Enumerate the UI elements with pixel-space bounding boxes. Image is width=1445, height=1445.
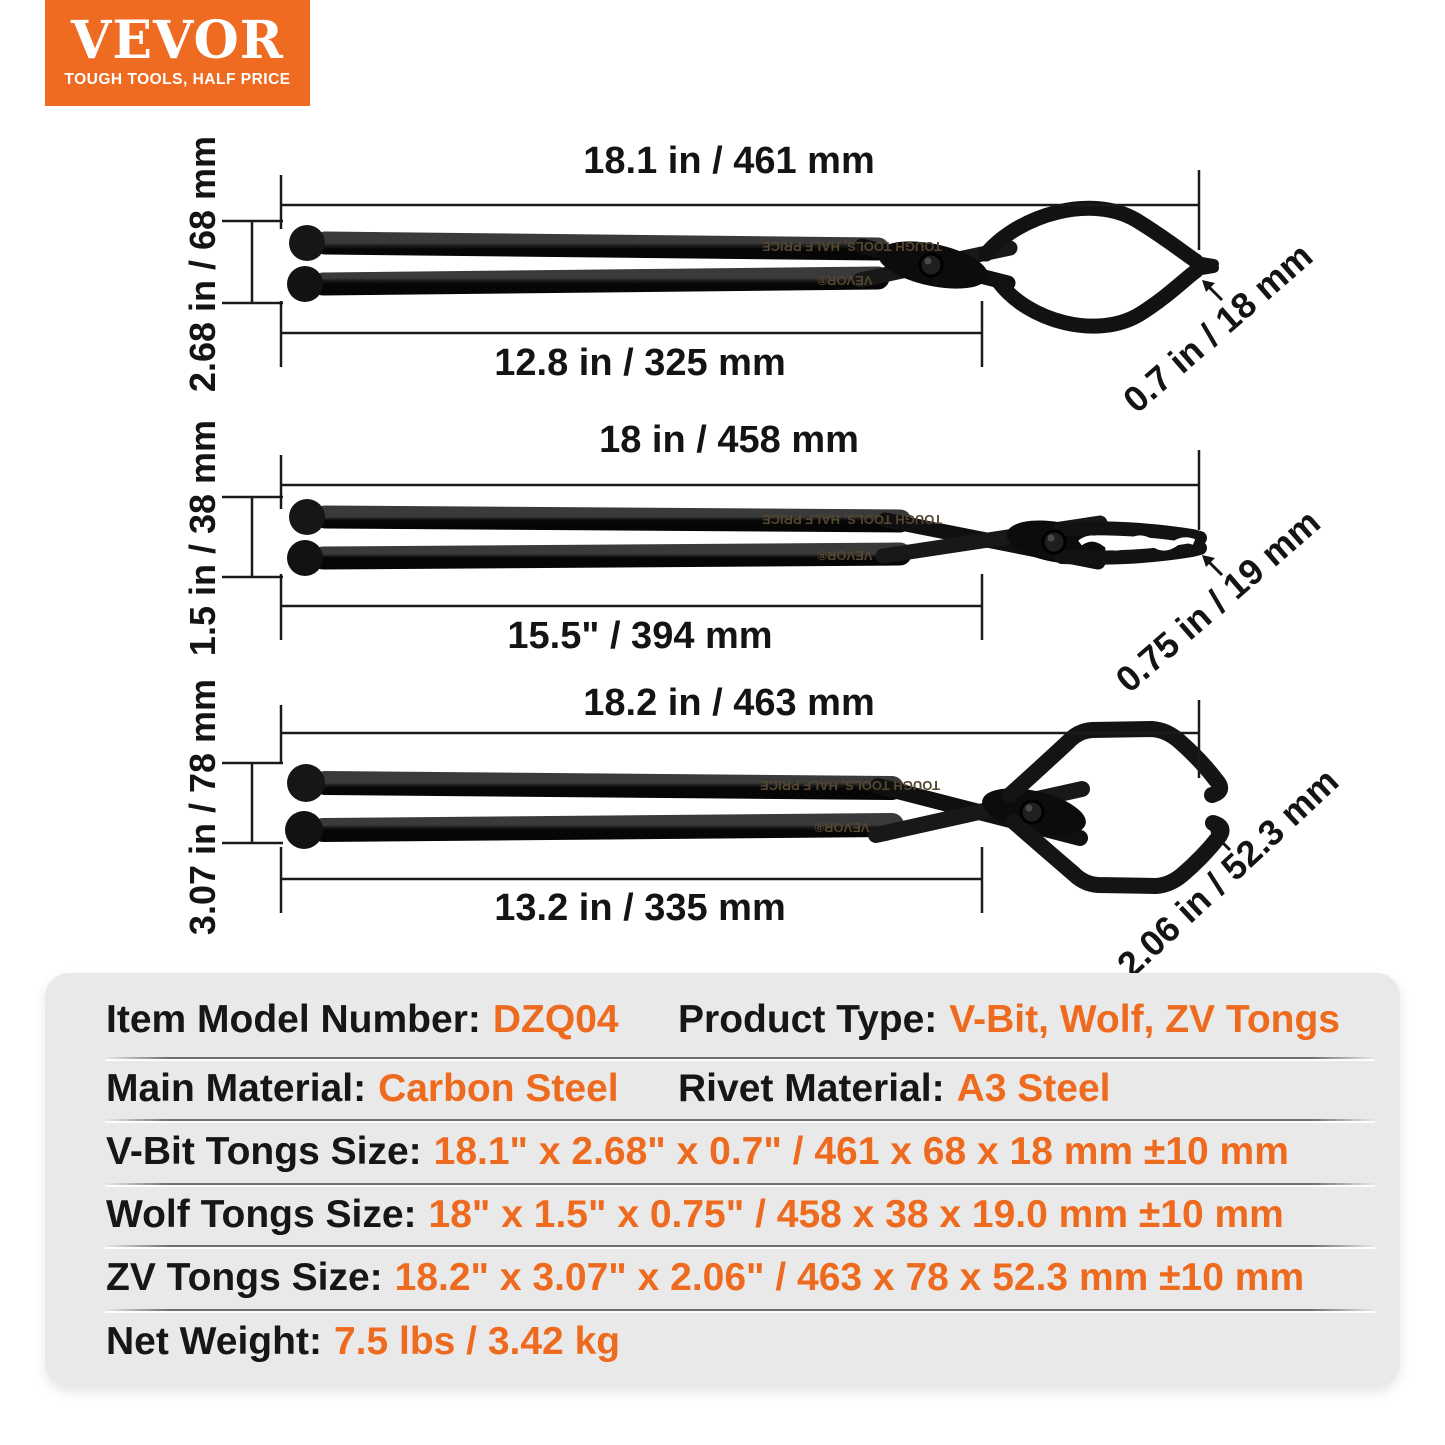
handle-engraving: TOUGH TOOLS, HALF PRICE — [760, 778, 940, 793]
upper-jaw — [1053, 521, 1207, 545]
handle-ball-end — [287, 266, 323, 302]
spec-panel — [45, 973, 1400, 1387]
zv-width-label: 3.07 in / 78 mm — [182, 678, 223, 936]
spec-label: V-Bit Tongs Size: — [106, 1130, 422, 1173]
spec-label: Wolf Tongs Size: — [106, 1193, 417, 1236]
jaw-gap-arrowhead-icon — [1202, 555, 1215, 567]
handle-ball-end — [287, 540, 323, 576]
spec-value: 18.2" x 3.07" x 2.06" / 463 x 78 x 52.3 … — [394, 1256, 1305, 1299]
zv-handle-length-label: 13.2 in / 335 mm — [494, 887, 786, 929]
wolf-overall-length-label: 18 in / 458 mm — [599, 419, 859, 461]
spec-row-net-weight: Net Weight: 7.5 lbs / 3.42 kg — [106, 1320, 1400, 1364]
handle-engraving: VEVOR® — [817, 548, 873, 563]
row-separator — [105, 1183, 1375, 1185]
handle-shaft — [311, 813, 904, 842]
jaw-gap-arrowhead-icon — [1210, 830, 1223, 842]
v-bit-tongs-diagram: TOUGH TOOLS, HALF PRICE VEVOR® — [222, 170, 1224, 367]
spec-label: Rivet Material: — [678, 1067, 945, 1110]
handle-ball-end — [285, 811, 323, 849]
wolf-handle-length-label: 15.5" / 394 mm — [507, 615, 773, 657]
brand-wordmark: VEVOR — [71, 10, 284, 71]
upper-jaw-loop — [978, 200, 1204, 269]
spec-label: Product Type: — [678, 998, 938, 1041]
handle-engraving: TOUGH TOOLS, HALF PRICE — [762, 512, 942, 527]
handle-engraving: VEVOR® — [814, 820, 870, 835]
wolf-tongs-photo: TOUGH TOOLS, HALF PRICE VEVOR® — [287, 499, 1207, 576]
spec-row-zv-size: ZV Tongs Size: 18.2" x 3.07" x 2.06" / 46… — [106, 1256, 1400, 1300]
row-separator — [105, 1245, 1375, 1247]
rivet-highlight — [1025, 804, 1033, 812]
brand-tagline: TOUGH TOOLS, HALF PRICE — [64, 71, 291, 88]
handle-shaft — [311, 266, 890, 296]
dimension-lines — [222, 170, 1201, 367]
spec-value: A3 Steel — [956, 1067, 1111, 1110]
row-separator — [105, 1057, 1375, 1059]
handle-shaft — [313, 231, 890, 261]
rivet-highlight — [924, 257, 932, 265]
handle-ball-end — [289, 499, 325, 535]
jaw-tip — [1191, 263, 1219, 276]
spec-value: DZQ04 — [492, 998, 619, 1041]
handle-ball-end — [287, 764, 325, 802]
spec-value: 18.1" x 2.68" x 0.7" / 461 x 68 x 18 mm … — [433, 1130, 1289, 1173]
rivet-highlight — [1047, 534, 1055, 542]
handle-shaft — [311, 542, 912, 570]
row-separator — [105, 1119, 1375, 1121]
spec-row-wolf-size: Wolf Tongs Size: 18" x 1.5" x 0.75" / 458… — [106, 1193, 1400, 1237]
v-bit-tongs-photo: TOUGH TOOLS, HALF PRICE VEVOR® — [287, 200, 1219, 334]
spec-label: ZV Tongs Size: — [106, 1256, 383, 1299]
dimension-lines — [222, 450, 1201, 640]
handle-engraving: TOUGH TOOLS, HALF PRICE — [762, 239, 942, 254]
lower-jaw-loop — [990, 263, 1204, 334]
lower-jaw — [1055, 541, 1207, 565]
spec-row-vbit-size: V-Bit Tongs Size: 18.1" x 2.68" x 0.7" / … — [106, 1130, 1400, 1174]
spec-label: Net Weight: — [106, 1320, 322, 1363]
rivet — [918, 252, 944, 278]
v-bit-handle-length-label: 12.8 in / 325 mm — [494, 342, 786, 384]
zv-tongs-diagram: TOUGH TOOLS, HALF PRICE VEVOR® — [222, 700, 1232, 913]
vevor-logo: VEVOR TOUGH TOOLS, HALF PRICE — [45, 0, 310, 106]
serrated-jaw-gap — [1078, 535, 1196, 551]
jaw-gap-arrowhead-icon — [1202, 280, 1215, 292]
dimension-lines — [222, 700, 1201, 913]
handle-engraving: VEVOR® — [817, 273, 873, 288]
handle-shaft — [313, 505, 912, 533]
spec-value: 7.5 lbs / 3.42 kg — [333, 1320, 621, 1363]
handle-ball-end — [289, 225, 325, 261]
spec-label: Item Model Number: — [106, 998, 481, 1041]
upper-jaw-loop — [1002, 720, 1229, 803]
jaw-gap-arrow-icon — [1214, 834, 1232, 852]
handle-shaft — [313, 771, 904, 800]
spec-row-model-and-type: Item Model Number: DZQ04 Product Type: V-B… — [106, 998, 1400, 1042]
spec-value: V-Bit, Wolf, ZV Tongs — [949, 998, 1340, 1041]
zv-tongs-photo: TOUGH TOOLS, HALF PRICE VEVOR® — [285, 720, 1230, 895]
spec-label: Main Material: — [106, 1067, 367, 1110]
spec-row-materials: Main Material: Carbon Steel Rivet Materia… — [106, 1067, 1400, 1111]
v-bit-overall-length-label: 18.1 in / 461 mm — [583, 140, 875, 182]
spec-value: 18" x 1.5" x 0.75" / 458 x 38 x 19.0 mm … — [428, 1193, 1284, 1236]
zv-overall-length-label: 18.2 in / 463 mm — [583, 682, 875, 724]
spec-value: Carbon Steel — [378, 1067, 619, 1110]
rivet — [1019, 799, 1045, 825]
jaw-gap-arrow-icon — [1206, 559, 1224, 577]
row-separator — [105, 1309, 1375, 1311]
jaw-gap-arrow-icon — [1206, 284, 1224, 302]
rivet — [1041, 529, 1067, 555]
wolf-tongs-diagram: TOUGH TOOLS, HALF PRICE VEVOR® — [222, 450, 1224, 640]
